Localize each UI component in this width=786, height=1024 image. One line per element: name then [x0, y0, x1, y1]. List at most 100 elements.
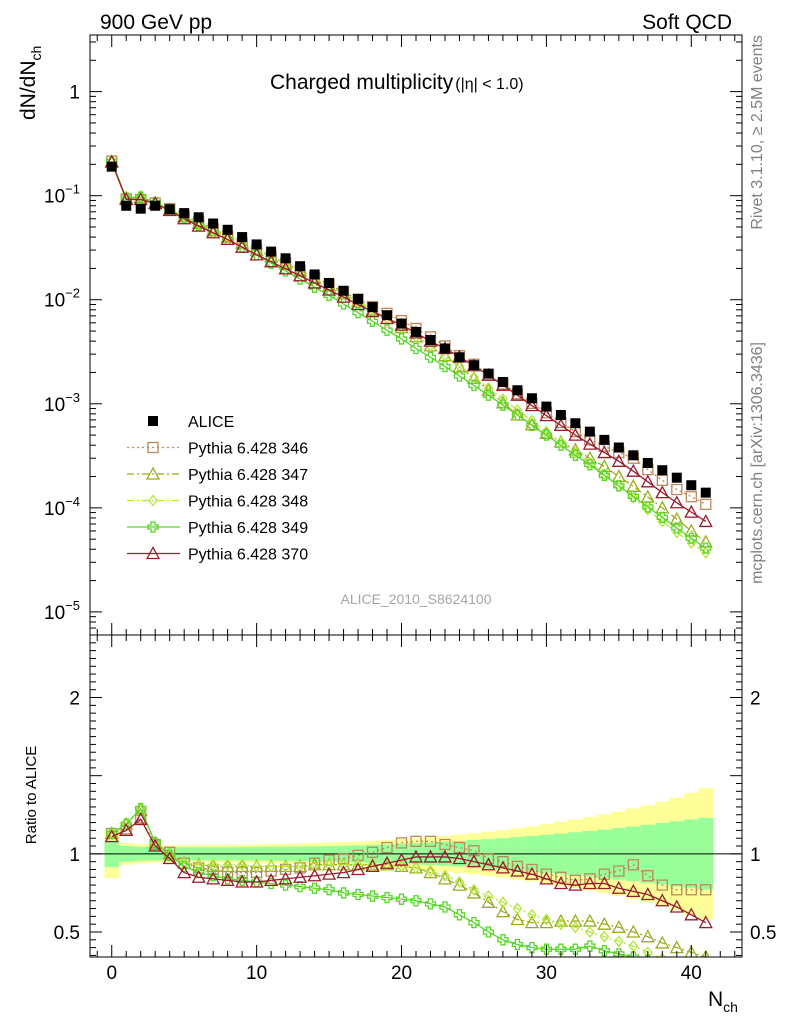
- ratio-point: [453, 909, 466, 921]
- ratio-axis-label: Ratio to ALICE: [23, 746, 40, 844]
- data-point: [352, 307, 364, 319]
- alice-data-point: [193, 212, 204, 223]
- ratio-point: [208, 858, 218, 871]
- data-point: [321, 282, 337, 296]
- ratio-point: [481, 857, 496, 871]
- data-point: [669, 511, 684, 525]
- data-point: [424, 351, 437, 363]
- ratio-point: [597, 876, 612, 890]
- ratio-point: [106, 827, 118, 840]
- chart-title-cut: (|η| < 1.0): [455, 76, 523, 93]
- data-point: [556, 435, 566, 448]
- y-tick-label: 10−5: [44, 598, 80, 624]
- data-point: [555, 439, 567, 451]
- ratio-point: [701, 966, 711, 976]
- x-tick-label: 0: [106, 963, 117, 984]
- ratio-point: [394, 852, 409, 866]
- data-point: [366, 315, 379, 327]
- ratio-point: [135, 802, 147, 815]
- data-point: [642, 501, 654, 513]
- data-point: [686, 536, 697, 549]
- ratio-point: [162, 851, 177, 865]
- ratio-point: [381, 891, 393, 904]
- ratio-point: [207, 870, 219, 882]
- data-point: [685, 491, 697, 503]
- ratio-point: [251, 860, 262, 873]
- ratio-point: [307, 868, 322, 882]
- data-point: [336, 289, 351, 303]
- ratio-point: [642, 946, 653, 957]
- ratio-point: [698, 915, 713, 929]
- ratio-point: [614, 935, 624, 948]
- ratio-point: [495, 860, 511, 874]
- legend-marker: [148, 416, 158, 426]
- ratio-point: [640, 887, 655, 901]
- alice-data-point: [411, 326, 421, 337]
- ratio-point: [365, 858, 380, 872]
- data-point: [278, 261, 293, 275]
- ratio-point: [191, 869, 206, 883]
- ratio-point: [206, 871, 221, 885]
- ratio-point: [599, 930, 610, 943]
- ratio-point: [570, 921, 581, 934]
- data-point: [582, 436, 597, 450]
- data-point: [524, 417, 540, 431]
- ratio-point: [626, 883, 641, 897]
- alice-data-point: [613, 442, 624, 453]
- data-point: [627, 490, 639, 502]
- alice-data-point: [555, 410, 566, 421]
- ratio-point: [626, 924, 641, 938]
- ratio-point: [452, 851, 467, 865]
- data-point: [585, 456, 595, 470]
- ratio-point: [439, 838, 451, 851]
- x-tick-label: 40: [681, 963, 702, 984]
- chart-title: Charged multiplicity (|η| < 1.0): [270, 71, 524, 94]
- alice-data-point: [150, 200, 161, 211]
- data-point: [265, 257, 277, 269]
- alice-data-point: [700, 487, 711, 498]
- data-point: [700, 498, 712, 511]
- ratio-point: [511, 938, 524, 951]
- alice-data-point: [439, 343, 450, 354]
- y-tick-label-base: 10: [44, 603, 65, 624]
- alice-data-point: [468, 360, 479, 371]
- ratio-point: [321, 866, 337, 880]
- ratio-point: [497, 856, 509, 868]
- ratio-point: [410, 895, 422, 907]
- x-axis-label-main: N: [708, 988, 723, 1011]
- ratio-point: [337, 887, 350, 899]
- data-point: [669, 495, 684, 509]
- data-point: [439, 360, 451, 373]
- ratio-point: [510, 863, 525, 877]
- ratio-point: [411, 861, 421, 874]
- ratio-point: [700, 884, 712, 896]
- ratio-point: [671, 884, 683, 896]
- data-point: [482, 389, 495, 401]
- y-tick-label-base: 10: [44, 291, 65, 312]
- ratio-panel-frame: [89, 634, 743, 958]
- alice-data-point: [338, 285, 349, 296]
- ratio-point: [280, 860, 291, 873]
- data-point: [671, 483, 683, 496]
- y-axis-label-sub: ch: [28, 46, 44, 61]
- ratio-point: [584, 940, 596, 952]
- ratio-point: [338, 858, 349, 871]
- ratio-point: [585, 925, 595, 939]
- data-point: [539, 408, 554, 422]
- data-point: [540, 429, 553, 441]
- ratio-point: [177, 865, 192, 879]
- alice-data-point: [512, 385, 523, 396]
- x-tick-label: 20: [391, 963, 412, 984]
- ratio-point: [366, 890, 379, 902]
- ratio-point: [324, 858, 334, 871]
- ratio-point: [220, 873, 235, 887]
- ratio-point: [452, 877, 467, 891]
- ratio-point: [367, 858, 378, 871]
- data-point: [524, 398, 540, 412]
- alice-data-point: [164, 204, 175, 215]
- data-point: [541, 425, 552, 438]
- ratio-point: [527, 908, 537, 921]
- alice-data-point: [135, 203, 146, 214]
- data-point: [598, 469, 611, 482]
- ratio-point: [336, 865, 351, 879]
